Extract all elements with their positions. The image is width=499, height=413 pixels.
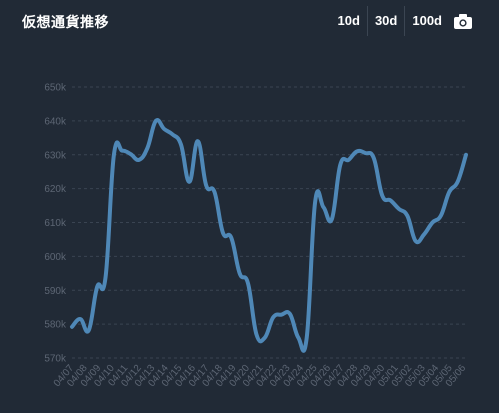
data-point [78, 317, 82, 321]
data-point [288, 312, 292, 316]
data-point [338, 163, 342, 167]
divider [404, 6, 406, 36]
data-point [112, 153, 116, 157]
data-point [372, 156, 376, 160]
data-point [162, 127, 166, 131]
data-point [439, 214, 443, 218]
divider [366, 6, 368, 36]
range-10d-button[interactable]: 10d [331, 6, 367, 36]
y-tick-label: 630k [44, 150, 67, 161]
data-point [87, 328, 91, 332]
data-point [154, 119, 158, 123]
y-tick-label: 640k [44, 116, 67, 127]
data-point [171, 132, 175, 136]
data-point [238, 271, 242, 275]
data-point [187, 180, 191, 184]
data-point [456, 180, 460, 184]
data-point [414, 239, 418, 243]
data-point [254, 332, 258, 336]
data-point [120, 149, 124, 153]
data-point [363, 151, 367, 155]
y-tick-label: 650k [44, 83, 67, 94]
data-point [464, 153, 468, 157]
y-tick-label: 620k [44, 184, 67, 195]
series-layer [70, 118, 468, 353]
range-controls: 10d 30d 100d [331, 6, 473, 36]
data-point [296, 336, 300, 340]
data-point [204, 183, 208, 187]
data-point [305, 336, 309, 340]
data-point [321, 205, 325, 209]
data-point [422, 232, 426, 236]
y-tick-label: 580k [44, 320, 67, 331]
y-tick-label: 570k [44, 354, 67, 365]
data-point [447, 190, 451, 194]
camera-icon [454, 13, 472, 29]
data-point [179, 143, 183, 147]
chart-title: 仮想通貨推移 [22, 14, 109, 30]
data-point [196, 139, 200, 143]
data-point [221, 231, 225, 235]
series-line [70, 118, 468, 353]
data-point [137, 158, 141, 162]
data-point [380, 193, 384, 197]
data-point [397, 207, 401, 211]
data-point [271, 315, 275, 319]
screenshot-button[interactable] [453, 13, 473, 30]
range-30d-button[interactable]: 30d [368, 6, 404, 36]
grid-lines [72, 86, 466, 359]
data-point [95, 285, 99, 289]
y-axis-ticks: 570k 580k 590k 600k 610k 620k 630k 640k 650k [44, 83, 67, 365]
data-point [347, 158, 351, 162]
y-tick-label: 590k [44, 286, 67, 297]
data-point [263, 336, 267, 340]
y-tick-label: 600k [44, 252, 67, 263]
x-axis-ticks: 04/0704/0804/0904/1004/1104/1204/1304/14… [52, 363, 469, 390]
data-point [313, 200, 317, 204]
data-point [430, 221, 434, 225]
data-point [389, 198, 393, 202]
data-point [280, 313, 284, 317]
data-point [355, 149, 359, 153]
data-point [70, 325, 74, 329]
data-point [330, 217, 334, 221]
data-point [145, 146, 149, 150]
data-point [104, 275, 108, 279]
data-point [213, 190, 217, 194]
range-100d-button[interactable]: 100d [405, 6, 449, 36]
y-tick-label: 610k [44, 218, 67, 229]
data-point [229, 236, 233, 240]
data-point [405, 214, 409, 218]
data-point [129, 152, 133, 156]
data-point [246, 281, 250, 285]
